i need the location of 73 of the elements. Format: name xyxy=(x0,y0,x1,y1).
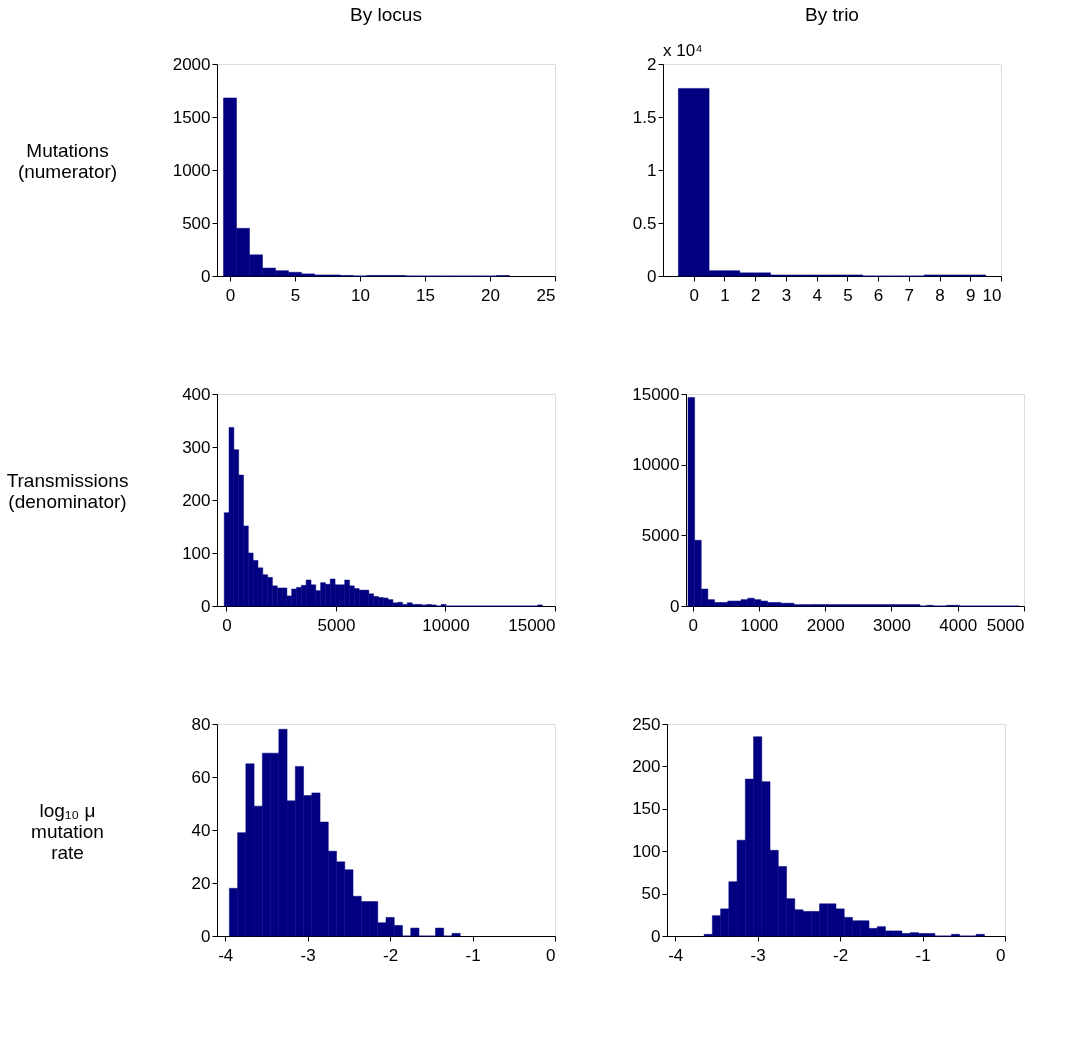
y-tick-label: 1000 xyxy=(172,160,211,180)
x-tick-label: 3 xyxy=(781,285,792,305)
x-tick-label: 4000 xyxy=(939,615,978,635)
y-tick-label: 40 xyxy=(191,820,211,840)
x-tick-label: 7 xyxy=(904,285,915,305)
x-tick-label: 2000 xyxy=(806,615,845,635)
y-axis-title: Transmissions (denominator) xyxy=(6,469,129,512)
y-tick-label: 200 xyxy=(182,490,211,510)
y-tick-label: 5000 xyxy=(641,525,680,545)
y-tick-label: 1500 xyxy=(172,107,211,127)
x-tick-label: 3000 xyxy=(873,615,911,635)
y-axis-title: Mutations (numerator) xyxy=(17,139,118,182)
y-tick-label: 100 xyxy=(182,543,211,563)
x-tick-label: 5 xyxy=(290,285,301,305)
y-tick-label: 60 xyxy=(191,767,211,787)
x-tick-label: 5000 xyxy=(986,615,1025,635)
x-tick-label: 0 xyxy=(996,945,1006,965)
text: x 10⁴ xyxy=(663,41,703,60)
x-tick-label: 9 xyxy=(966,285,976,305)
x-tick-label: 4 xyxy=(812,285,822,305)
x-tick-label: 2 xyxy=(750,285,761,305)
x-tick-label: 10 xyxy=(351,285,370,305)
y-tick-label: 80 xyxy=(191,714,211,734)
y-tick-label: 0.5 xyxy=(632,213,657,233)
x-tick-label: -1 xyxy=(915,945,931,965)
x-tick-label: 1 xyxy=(720,285,730,305)
y-tick-label: 0 xyxy=(201,596,211,616)
chart-title: By trio xyxy=(805,4,859,25)
x-tick-label: -3 xyxy=(300,945,316,965)
y-tick-label: 20 xyxy=(191,873,211,893)
x-tick-label: -4 xyxy=(218,945,234,965)
y-tick-label: 0 xyxy=(201,926,211,946)
y-tick-label: 400 xyxy=(182,384,211,404)
x-tick-label: 5000 xyxy=(317,615,356,635)
x-tick-label: 5 xyxy=(843,285,853,305)
x-tick-label: 15 xyxy=(416,285,435,305)
y-tick-label: 1.5 xyxy=(632,107,657,127)
y-tick-label: 300 xyxy=(182,437,211,457)
x-tick-label: -2 xyxy=(383,945,399,965)
x-tick-label: 6 xyxy=(873,285,884,305)
x-tick-label: 0 xyxy=(689,285,699,305)
y-axis-title: log₁₀ μ mutation rate xyxy=(31,799,104,863)
y-tick-label: 0 xyxy=(670,596,680,616)
x-tick-label: -4 xyxy=(668,945,684,965)
x-tick-label: 20 xyxy=(481,285,500,305)
y-tick-label: 0 xyxy=(651,926,661,946)
y-tick-label: 100 xyxy=(632,841,661,861)
y-tick-label: 200 xyxy=(632,756,661,776)
x-tick-label: 0 xyxy=(546,945,556,965)
x-tick-label: 15000 xyxy=(508,615,556,635)
y-tick-label: 2000 xyxy=(172,54,211,74)
y-tick-label: 10000 xyxy=(632,455,680,475)
y-tick-label: 0 xyxy=(201,266,211,286)
x-tick-label: -1 xyxy=(465,945,481,965)
x-tick-label: 10000 xyxy=(422,615,470,635)
x-tick-label: -3 xyxy=(750,945,766,965)
y-tick-label: 0 xyxy=(647,266,657,286)
x-tick-label: 25 xyxy=(536,285,556,305)
y-tick-label: 150 xyxy=(632,799,661,819)
y-tick-label: 50 xyxy=(641,884,661,904)
chart-title: By locus xyxy=(350,4,422,25)
x-tick-label: 0 xyxy=(688,615,698,635)
x-tick-label: 0 xyxy=(225,285,236,305)
x-tick-label: 1000 xyxy=(740,615,779,635)
x-tick-label: 8 xyxy=(935,285,945,305)
y-tick-label: 250 xyxy=(632,714,661,734)
x-tick-label: 0 xyxy=(222,615,232,635)
y-tick-label: 15000 xyxy=(632,384,680,404)
x-tick-label: -2 xyxy=(833,945,849,965)
x-tick-label: 10 xyxy=(982,285,1002,305)
y-tick-label: 500 xyxy=(182,213,211,233)
y-tick-label: 2 xyxy=(647,54,657,74)
y-tick-label: 1 xyxy=(647,160,657,180)
